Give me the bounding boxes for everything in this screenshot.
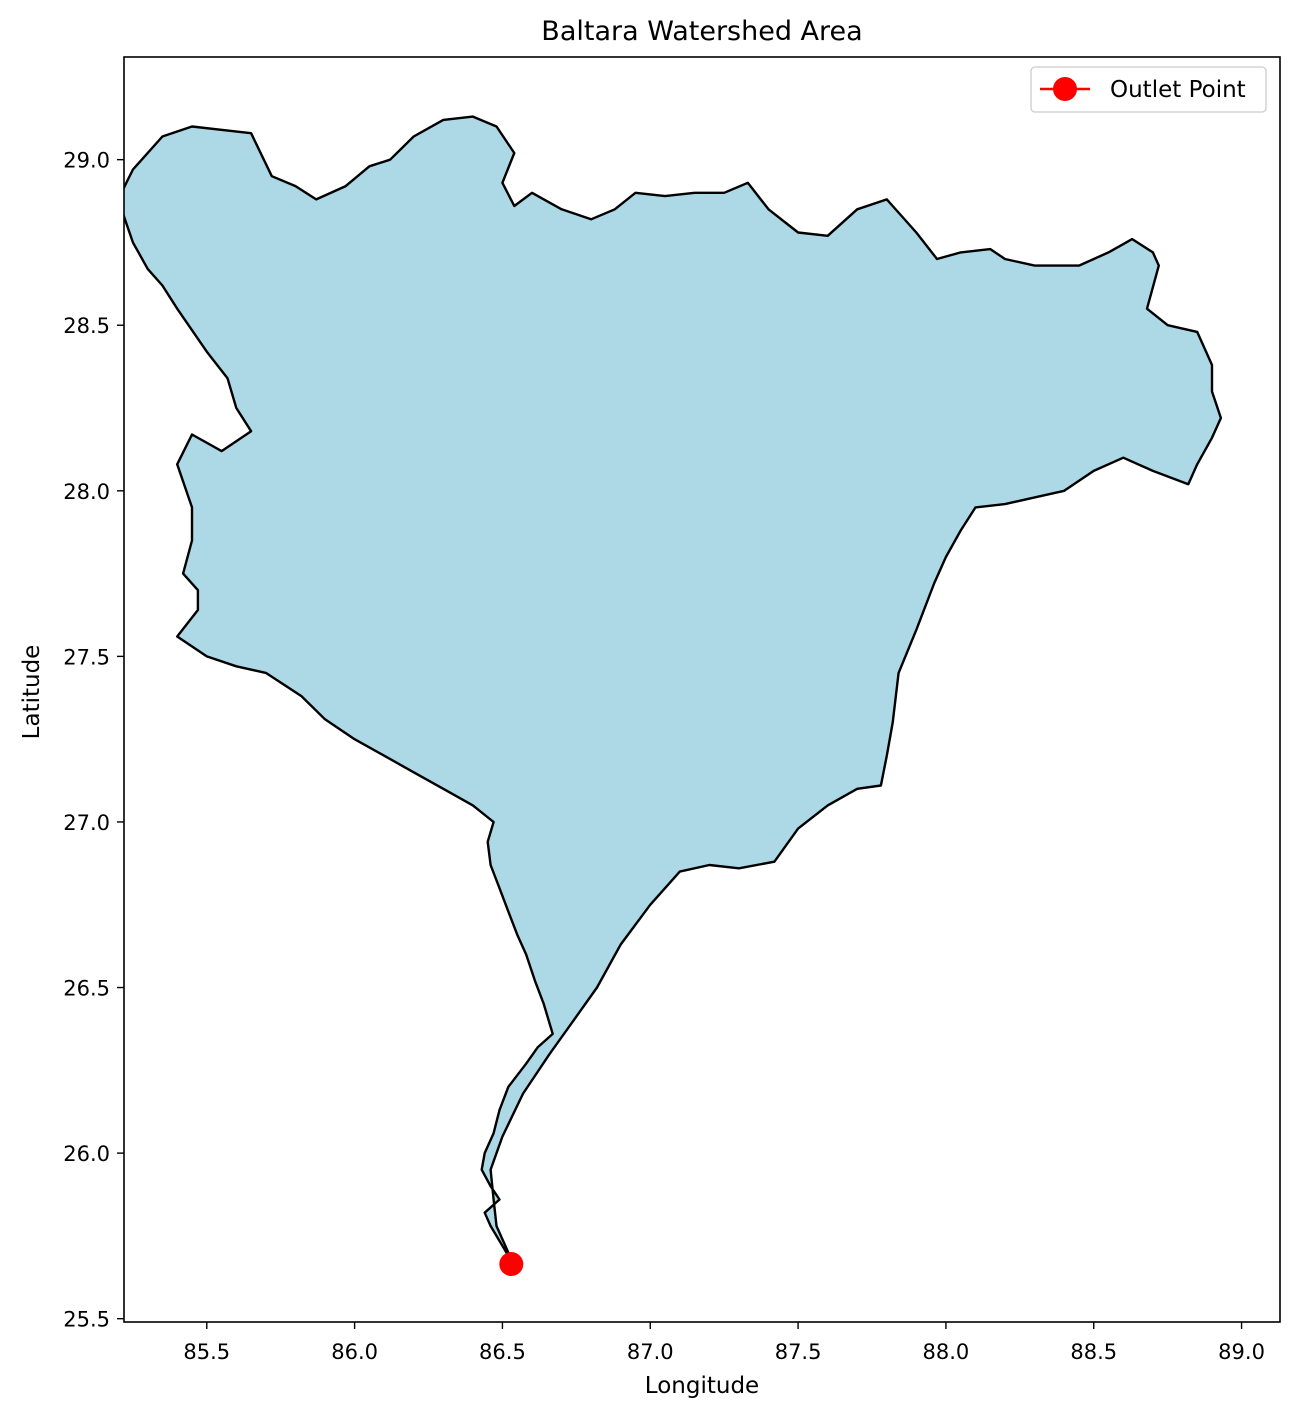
- x-tick-label: 85.5: [183, 1340, 230, 1364]
- y-tick-label: 26.0: [63, 1142, 110, 1166]
- x-tick-label: 88.5: [1070, 1340, 1117, 1364]
- y-tick-label: 28.5: [63, 314, 110, 338]
- x-tick-label: 88.0: [923, 1340, 970, 1364]
- y-tick-label: 29.0: [63, 149, 110, 173]
- y-axis: 25.5 26.0 26.5 27.0 27.5 28.0 28.5 29.0: [63, 149, 124, 1332]
- x-tick-label: 89.0: [1218, 1340, 1265, 1364]
- x-tick-label: 86.5: [479, 1340, 526, 1364]
- legend-marker-icon: [1053, 77, 1077, 101]
- x-tick-label: 87.0: [627, 1340, 674, 1364]
- x-tick-label: 86.0: [331, 1340, 378, 1364]
- x-axis: 85.5 86.0 86.5 87.0 87.5 88.0 88.5 89.0: [183, 1322, 1265, 1364]
- outlet-point-marker: [499, 1252, 524, 1277]
- legend-label-outlet-point: Outlet Point: [1110, 77, 1246, 103]
- x-axis-label: Longitude: [645, 1373, 759, 1399]
- y-tick-label: 25.5: [63, 1308, 110, 1332]
- legend: Outlet Point: [1030, 66, 1267, 113]
- plot-frame: [123, 56, 1281, 1323]
- map-title: Baltara Watershed Area: [541, 16, 862, 47]
- watershed-polygon: [124, 115, 1223, 1261]
- y-tick-label: 27.0: [63, 811, 110, 835]
- x-tick-label: 87.5: [775, 1340, 822, 1364]
- y-tick-label: 27.5: [63, 645, 110, 669]
- y-tick-label: 26.5: [63, 977, 110, 1001]
- legend-box: [1030, 66, 1267, 113]
- plot-area: [124, 115, 1223, 1277]
- y-tick-label: 28.0: [63, 480, 110, 504]
- y-axis-label: Latitude: [19, 645, 45, 740]
